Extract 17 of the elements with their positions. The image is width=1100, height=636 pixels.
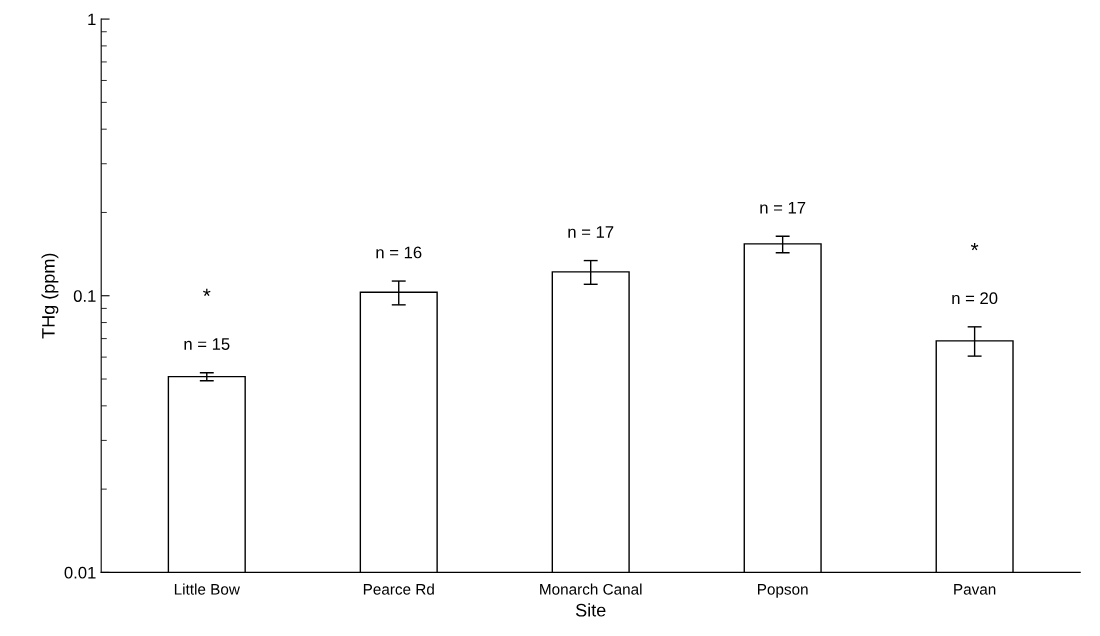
x-tick-label: Monarch Canal — [540, 583, 642, 595]
annotation: * — [203, 288, 211, 297]
annotation: n = 20 — [952, 292, 998, 305]
y-tick-label: 1 — [88, 13, 96, 26]
annotation: * — [970, 242, 979, 251]
y-tick-label: 0.01 — [64, 566, 96, 579]
x-tick-label: Popson — [758, 584, 808, 598]
annotation: n = 16 — [376, 246, 422, 259]
y-tick-label: 0.1 — [73, 290, 96, 302]
x-tick-label: Little Bow — [174, 583, 240, 595]
annotation: n = 17 — [760, 201, 806, 214]
y-axis-title: THg (ppm) — [41, 253, 59, 339]
x-tick-label: Pearce Rd — [363, 583, 434, 595]
annotation: n = 15 — [184, 338, 230, 350]
x-tick-label: Pavan — [954, 584, 996, 595]
x-axis-title: Site — [575, 603, 606, 617]
annotation: n = 17 — [568, 226, 614, 238]
